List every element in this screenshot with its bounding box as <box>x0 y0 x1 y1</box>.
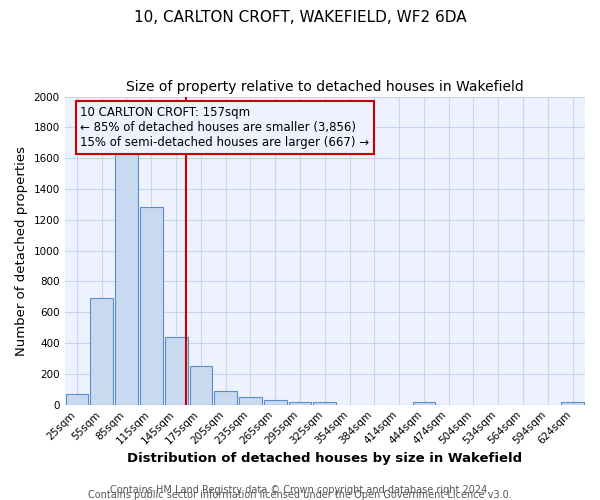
Bar <box>115 152 138 404</box>
Bar <box>190 366 212 405</box>
Bar <box>91 298 113 405</box>
Y-axis label: Number of detached properties: Number of detached properties <box>15 146 28 356</box>
X-axis label: Distribution of detached houses by size in Wakefield: Distribution of detached houses by size … <box>127 452 523 465</box>
Bar <box>65 394 88 404</box>
Bar <box>561 402 584 404</box>
Bar <box>140 207 163 404</box>
Bar <box>289 402 311 404</box>
Text: 10, CARLTON CROFT, WAKEFIELD, WF2 6DA: 10, CARLTON CROFT, WAKEFIELD, WF2 6DA <box>134 10 466 25</box>
Text: Contains HM Land Registry data © Crown copyright and database right 2024.: Contains HM Land Registry data © Crown c… <box>110 485 490 495</box>
Title: Size of property relative to detached houses in Wakefield: Size of property relative to detached ho… <box>126 80 524 94</box>
Bar <box>165 337 188 404</box>
Text: Contains public sector information licensed under the Open Government Licence v3: Contains public sector information licen… <box>88 490 512 500</box>
Text: 10 CARLTON CROFT: 157sqm
← 85% of detached houses are smaller (3,856)
15% of sem: 10 CARLTON CROFT: 157sqm ← 85% of detach… <box>80 106 370 149</box>
Bar <box>413 402 436 404</box>
Bar <box>313 402 336 404</box>
Bar <box>264 400 287 404</box>
Bar <box>239 396 262 404</box>
Bar <box>214 391 237 404</box>
